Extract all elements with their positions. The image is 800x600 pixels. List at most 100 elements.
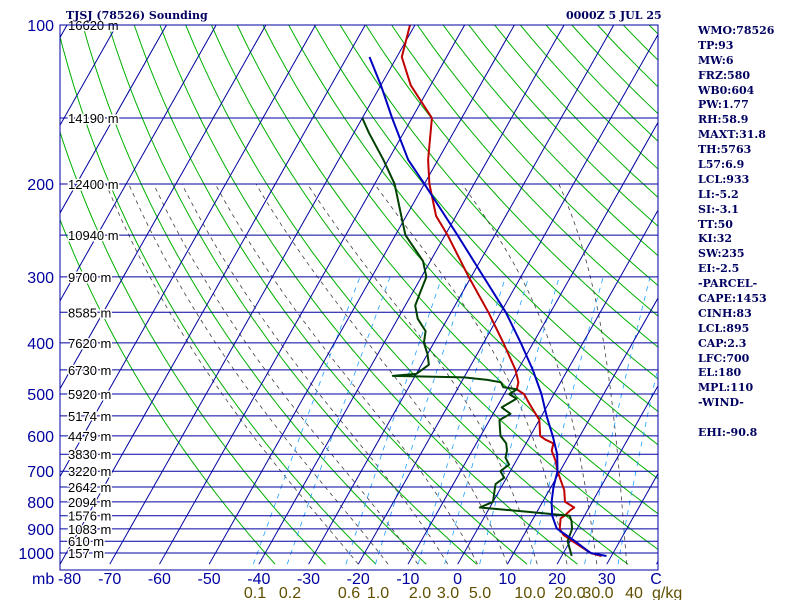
temperature-tick-label: -50	[198, 571, 221, 588]
moist-adiabat	[181, 183, 449, 565]
panel-line: KI:32	[698, 232, 733, 246]
temperature-tick-label: -20	[347, 571, 370, 588]
dewpoint-trace	[361, 117, 574, 557]
diagram-grid	[60, 25, 658, 565]
mixing-ratio-line	[529, 276, 604, 565]
dry-adiabat	[60, 130, 326, 565]
panel-line: CAPE:1453	[698, 292, 767, 306]
dry-adiabat	[60, 34, 377, 565]
dry-adiabat	[416, 25, 658, 287]
chart-title: TJSJ (78526) Sounding	[66, 9, 208, 22]
mixing-ratio-line	[617, 365, 658, 565]
height-label: 610 m	[68, 534, 104, 549]
panel-line: TH:5763	[698, 143, 752, 157]
isotherm	[258, 25, 565, 565]
temperature-tick-label: -30	[297, 571, 320, 588]
height-label: 3830 m	[68, 447, 111, 462]
dry-adiabat	[288, 25, 658, 446]
moist-adiabat	[153, 183, 419, 565]
panel-line: WB0:604	[698, 83, 755, 97]
isotherm	[60, 25, 317, 478]
panel-line: EL:180	[698, 366, 742, 380]
mixing-ratio-tick-label: 0.1	[244, 585, 266, 600]
height-label: 1576 m	[68, 509, 111, 524]
panel-line: -WIND-	[698, 396, 744, 410]
dry-adiabat	[262, 25, 658, 480]
valid-time: 0000Z 5 JUL 25	[566, 9, 662, 22]
pressure-tick-label: 1000	[18, 546, 54, 563]
height-label: 3220 m	[68, 464, 111, 479]
isotherm	[506, 297, 658, 565]
isotherm	[159, 25, 466, 565]
isotherm	[457, 209, 658, 565]
height-label: 1083 m	[68, 522, 111, 537]
height-label: 6730 m	[68, 363, 111, 378]
temperature-tick-label: 30	[598, 571, 616, 588]
mixing-ratio-tick-label: 0.2	[279, 585, 301, 600]
height-label: 12400 m	[68, 177, 119, 192]
panel-line: MPL:110	[698, 381, 754, 395]
mixing-ratio-tick-label: 1.0	[367, 585, 389, 600]
dry-adiabat	[365, 25, 658, 348]
temperature-tick-label: 20	[548, 571, 566, 588]
isotherm	[308, 25, 615, 565]
sounding-traces	[361, 25, 607, 557]
temperature-tick-label: -80	[58, 571, 81, 588]
pressure-tick-label: 200	[27, 177, 54, 194]
moist-adiabat	[307, 183, 538, 565]
panel-line: CAP:2.3	[698, 336, 747, 350]
dry-adiabat	[133, 25, 528, 565]
panel-line: RH:58.9	[698, 113, 749, 127]
dry-adiabat	[391, 25, 658, 317]
height-label: 14190 m	[68, 111, 119, 126]
temperature-unit-label: C	[650, 571, 662, 588]
panel-line: L57:6.9	[698, 158, 745, 172]
pressure-tick-label: 300	[27, 270, 54, 287]
plot-frame	[59, 24, 659, 571]
temperature-tick-label: -10	[396, 571, 419, 588]
mixing-ratio-line	[286, 276, 391, 565]
height-label: 2094 m	[68, 495, 111, 510]
mixing-ratio-line	[584, 276, 651, 565]
isotherm	[60, 25, 267, 390]
panel-line: SW:235	[698, 247, 745, 261]
temperature-tick-label: -60	[148, 571, 171, 588]
mixing-ratio-tick-label: 2.0	[409, 585, 431, 600]
dry-adiabat	[236, 25, 658, 515]
panel-line: -PARCEL-	[698, 277, 758, 291]
pressure-tick-label: 900	[27, 522, 54, 539]
mixing-ratio-tick-label: 30.0	[582, 585, 613, 600]
isotherm	[208, 25, 515, 565]
indices-panel: WMO:78526 TP:93 MW:6 FRZ:580 WB0:604 PW:…	[698, 24, 774, 441]
isotherm	[60, 25, 366, 565]
height-label: 5174 m	[68, 409, 111, 424]
panel-line: CINH:83	[698, 306, 752, 320]
mixing-ratio-tick-label: 5.0	[469, 585, 491, 600]
dry-adiabat	[468, 25, 658, 227]
mixing-ratio-line	[375, 276, 469, 565]
panel-line: LI:-5.2	[698, 187, 739, 201]
dry-adiabat	[107, 25, 478, 565]
panel-line: EHI:-90.8	[698, 426, 758, 440]
height-label: 8585 m	[68, 305, 111, 320]
pressure-tick-label: 400	[27, 336, 54, 353]
isotherm	[556, 384, 658, 565]
moist-adiabat	[105, 183, 359, 565]
pressure-tick-label: 100	[27, 18, 54, 35]
panel-line: TP:93	[698, 38, 734, 52]
mixing-ratio-line	[252, 276, 361, 565]
moist-adiabat	[128, 183, 389, 565]
mixing-ratio-line	[345, 276, 443, 565]
panel-line: WMO:78526	[698, 24, 775, 37]
temperature-tick-label: 0	[453, 571, 462, 588]
mixing-ratio-unit-label: g/kg	[652, 585, 682, 600]
temperature-trace	[400, 25, 602, 557]
dry-adiabat	[82, 25, 427, 565]
dry-adiabat	[313, 25, 658, 413]
panel-line	[698, 411, 774, 426]
panel-line: EI:-2.5	[698, 262, 740, 276]
isotherm	[60, 25, 168, 215]
